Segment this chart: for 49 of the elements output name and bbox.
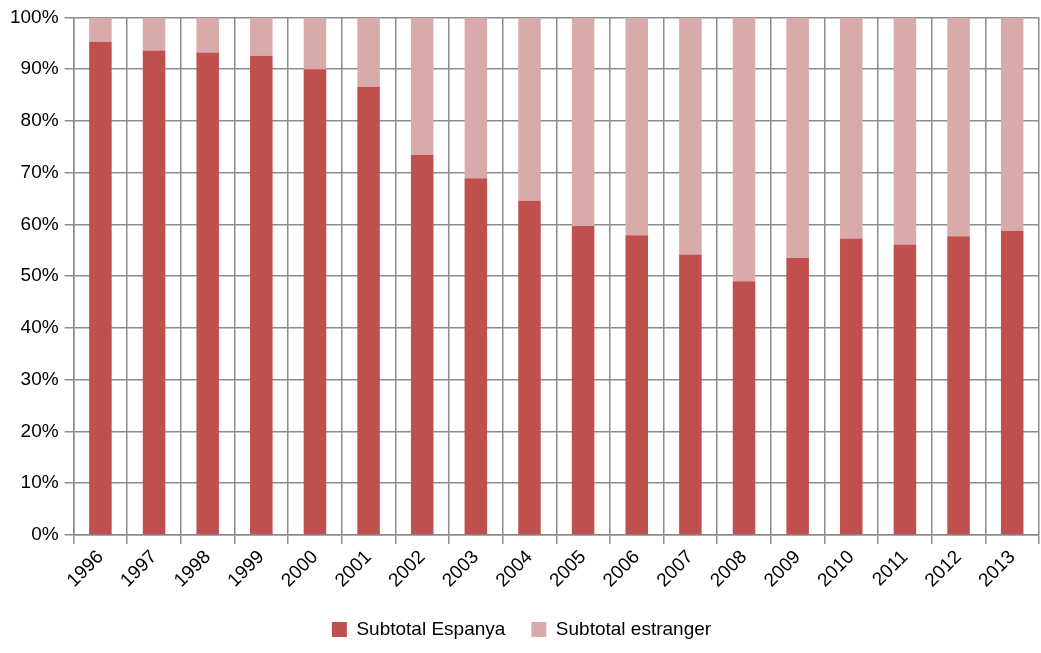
bar [303, 17, 327, 70]
y-tick-label: 30% [20, 367, 59, 389]
bar [518, 200, 541, 535]
bar [410, 155, 434, 535]
bar [196, 52, 219, 535]
legend-label: Subtotal estranger [555, 617, 712, 639]
bar [89, 41, 112, 535]
bar [679, 254, 702, 535]
bar [786, 17, 809, 259]
bar [357, 86, 380, 535]
bar [250, 17, 273, 56]
bar [625, 17, 649, 236]
legend-label: Subtotal Espanya [356, 617, 506, 639]
bar [571, 225, 595, 535]
bar [732, 17, 756, 282]
y-tick-label: 0% [31, 523, 59, 545]
y-tick-label: 90% [20, 57, 59, 79]
bar [142, 50, 166, 535]
bar [464, 17, 488, 179]
y-tick-label: 10% [20, 471, 59, 493]
bar [732, 281, 756, 535]
bar [410, 17, 434, 156]
bar [357, 17, 380, 87]
bar [142, 17, 166, 51]
bar [893, 17, 917, 245]
bar [303, 69, 327, 535]
bar [947, 236, 970, 535]
bar [893, 244, 917, 535]
bar [250, 55, 273, 535]
bar [1000, 17, 1024, 231]
bar [625, 235, 649, 535]
y-tick-label: 80% [20, 109, 59, 131]
bar [679, 17, 702, 255]
y-tick-label: 50% [20, 264, 59, 286]
y-tick-label: 20% [20, 419, 59, 441]
bar [464, 178, 488, 535]
bar [786, 258, 809, 535]
y-tick-label: 40% [20, 316, 59, 338]
bar [196, 17, 219, 53]
bar [1000, 230, 1024, 535]
y-tick-label: 60% [20, 212, 59, 234]
y-tick-label: 100% [9, 5, 59, 27]
bar [518, 17, 541, 201]
bar [840, 17, 863, 239]
bar [571, 17, 595, 226]
bar [89, 17, 112, 42]
bar [947, 17, 970, 237]
bar [840, 238, 863, 535]
y-tick-label: 70% [20, 160, 59, 182]
